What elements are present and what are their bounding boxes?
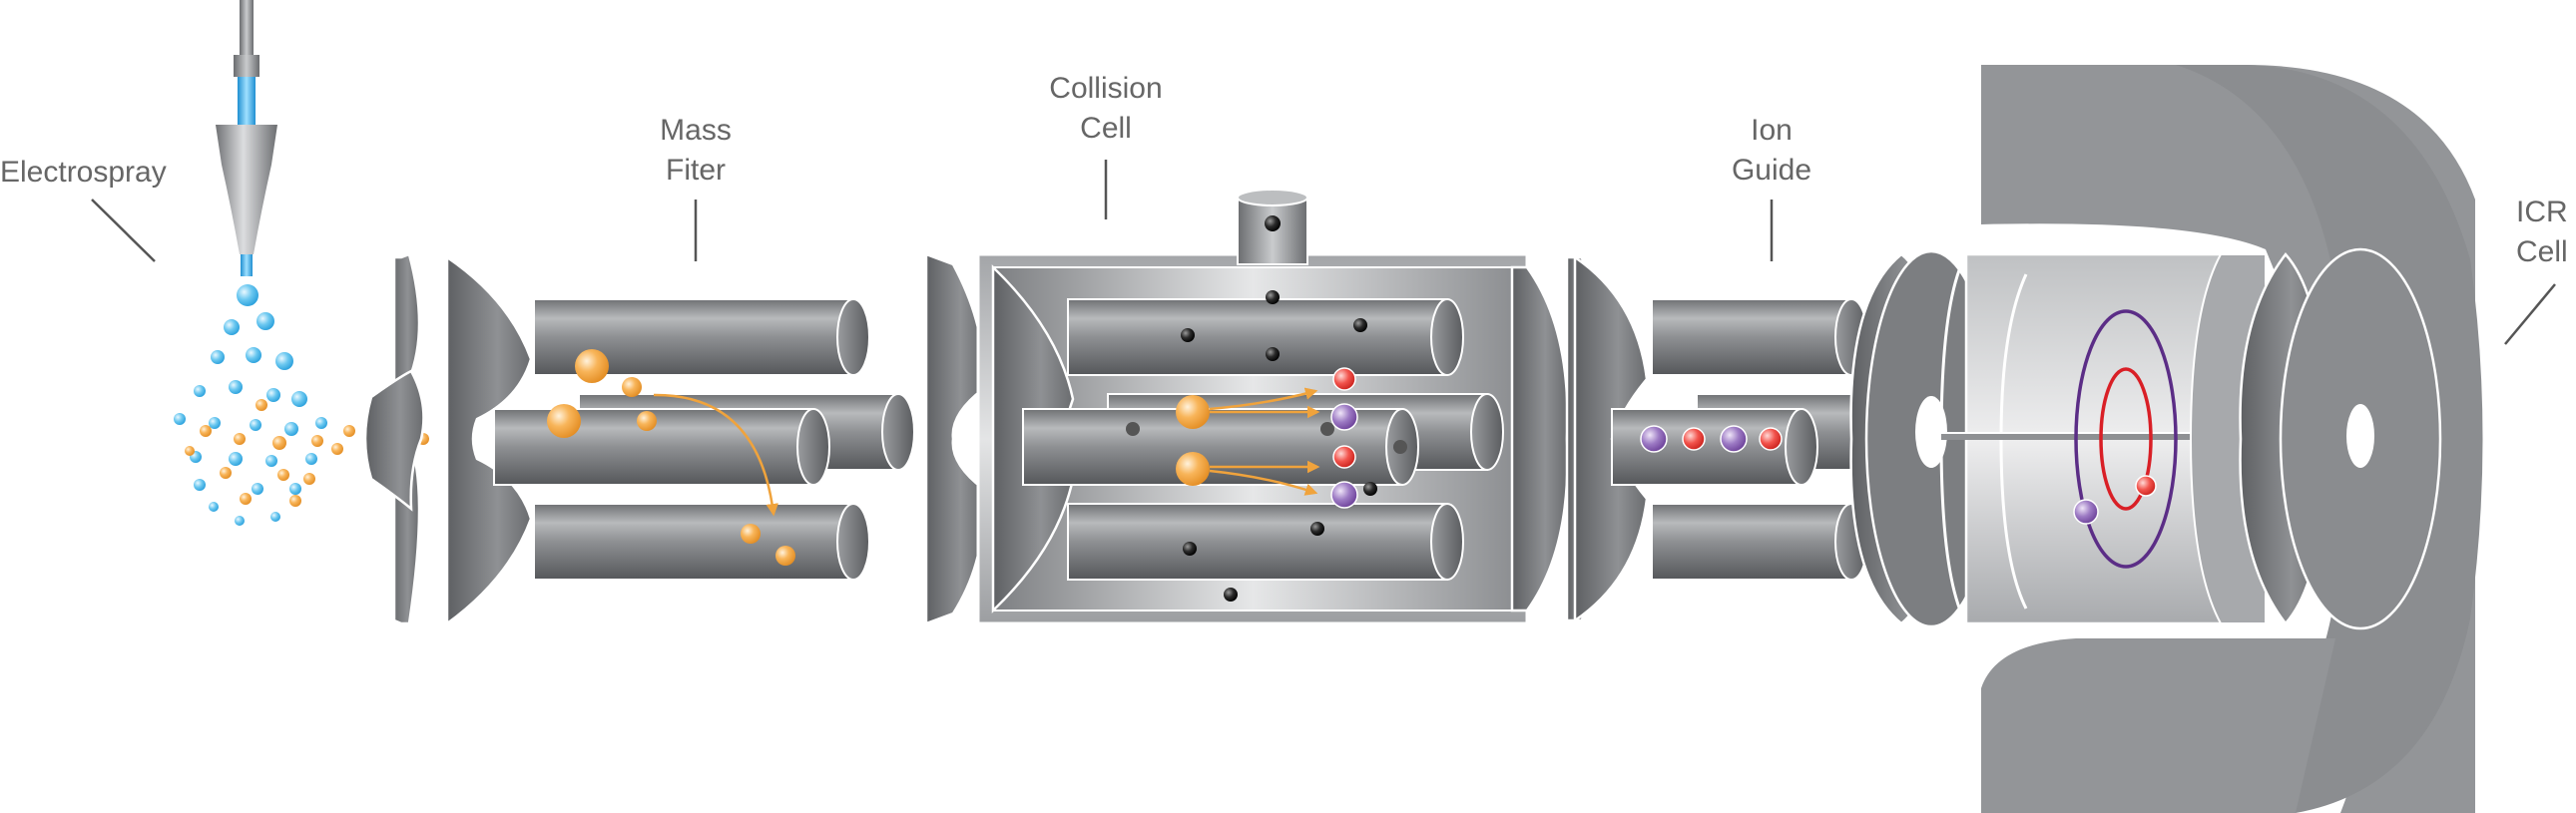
collision-cell-entrance-lens (924, 252, 985, 625)
collision-cell-gas-inlet-opening (1237, 189, 1308, 206)
spray-needle-blue-tube (238, 77, 256, 125)
collision-cell (924, 189, 1569, 625)
icr-rear-plate-hole (2344, 402, 2376, 470)
mass-filter-ion-trajectory-arrow (653, 393, 778, 517)
mass-filter-ion-small (775, 546, 795, 566)
electrospray-label: Electrospray (0, 156, 167, 189)
ion-guide-label-line1: Ion (1751, 114, 1793, 147)
icr-orbiting-ion-red (2135, 475, 2157, 497)
spray-needle-collar (234, 55, 259, 77)
spray-needle-top (240, 0, 254, 55)
entrance-lens-cone (363, 369, 425, 512)
icr-front-plate-hole (1915, 396, 1947, 468)
mass-filter-ion-large (575, 349, 609, 383)
ion-guide-rod-top (1651, 298, 1868, 376)
icr-cell-leader-line (2504, 283, 2556, 345)
collision-gas-molecules (1126, 215, 1407, 602)
mass-filter-ion-small (637, 411, 657, 431)
collision-fragment-ions (1330, 367, 1358, 509)
collision-cell-rod-bottom (1067, 503, 1464, 581)
mass-filter-rod-bottom (533, 503, 870, 581)
spray-droplets (174, 284, 327, 526)
collision-cell-label-line1: Collision (1049, 72, 1162, 105)
mass-filter-label-line2: Fiter (666, 154, 726, 187)
mass-filter-label-line1: Mass (660, 114, 732, 147)
entrance-lens (363, 252, 533, 626)
mass-filter-ion-large (547, 404, 581, 438)
mass-filter-ion-small (622, 377, 642, 397)
collision-cell-rod-front (1022, 408, 1419, 486)
mass-filter (493, 298, 915, 581)
ion-guide (1611, 298, 1888, 581)
ion-guide-rod-bottom (1651, 503, 1868, 581)
labels: Electrospray Mass Fiter Collision Cell I… (0, 72, 2568, 345)
magnet-bottom-section (1981, 638, 2335, 813)
entrance-lens-plate-2 (445, 254, 533, 626)
icr-orbiting-ion-purple (2073, 499, 2099, 525)
icr-cell-label-line1: ICR (2516, 196, 2568, 228)
mass-filter-rod-front (493, 408, 830, 486)
collision-precursor-ions (1176, 395, 1210, 486)
spray-tip (241, 254, 253, 276)
collision-cell-rod-top (1067, 298, 1464, 376)
magnet-outer-body (2176, 65, 2483, 813)
icr-cell (1849, 247, 2442, 630)
ion-guide-ions (1640, 425, 1783, 453)
icr-cell-label-line2: Cell (2516, 235, 2568, 268)
collision-fragment-arrows (1209, 387, 1320, 496)
collision-cell-exit-wall (1510, 265, 1569, 612)
mass-filter-ion-small (741, 524, 761, 544)
icr-orbit-small (2099, 367, 2153, 511)
spray-cone (216, 125, 277, 254)
ion-guide-label-line2: Guide (1732, 154, 1811, 187)
electrospray-leader-line (91, 199, 156, 262)
icr-orbit-large (2074, 309, 2178, 569)
collision-cell-label-line2: Cell (1080, 112, 1132, 145)
